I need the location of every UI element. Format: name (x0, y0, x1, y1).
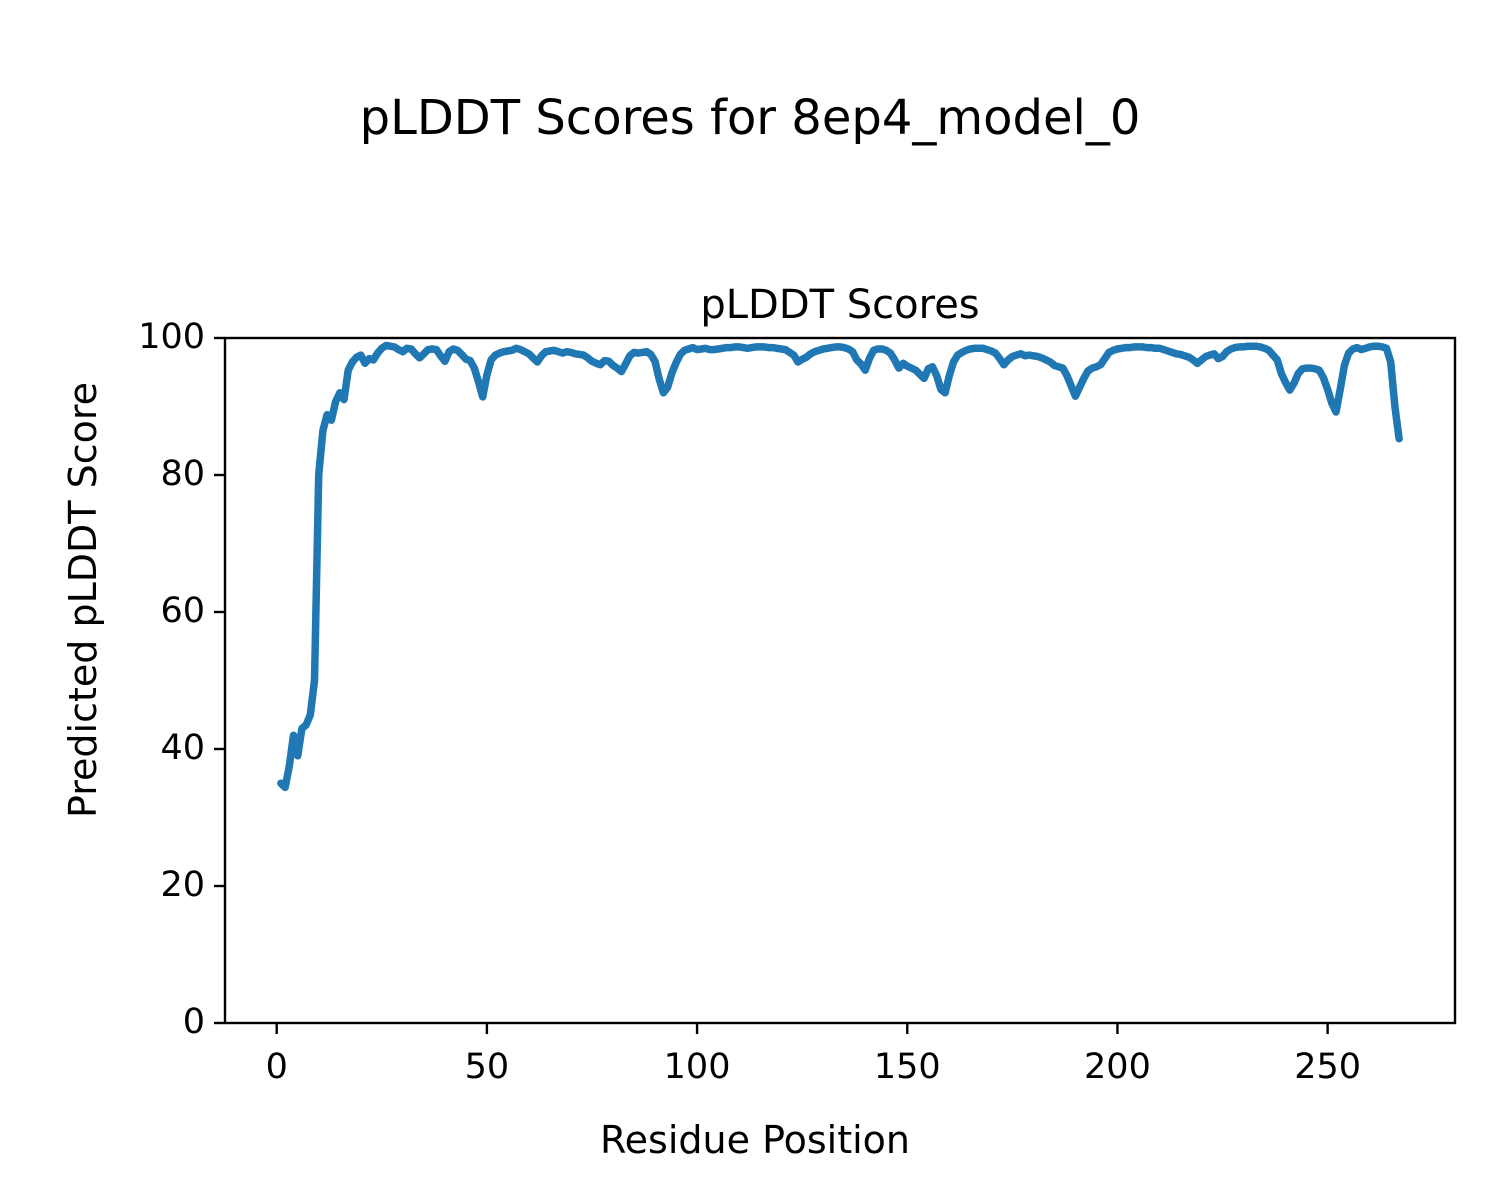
y-tick-label: 80 (160, 453, 205, 494)
plddt-line (277, 341, 1403, 792)
x-tick-label: 150 (873, 1047, 941, 1087)
y-tick-label: 60 (160, 590, 205, 631)
y-tick-label: 40 (160, 727, 205, 768)
x-tick-label: 50 (464, 1047, 510, 1087)
y-tick-label: 100 (138, 316, 205, 357)
x-tick-label: 200 (1084, 1047, 1151, 1087)
x-tick-label: 250 (1294, 1047, 1362, 1087)
y-tick-label: 20 (160, 864, 205, 905)
x-tick-label: 100 (663, 1047, 731, 1087)
figure-title: pLDDT Scores for 8ep4_model_0 (359, 90, 1141, 146)
axes-frame (223, 336, 1457, 1025)
axes-title: pLDDT Scores (700, 282, 980, 328)
x-tick-label: 0 (265, 1047, 288, 1087)
y-axis-label: Predicted pLDDT Score (61, 382, 106, 818)
y-tick-label: 0 (182, 1001, 205, 1042)
x-axis-label: Residue Position (599, 1118, 911, 1162)
